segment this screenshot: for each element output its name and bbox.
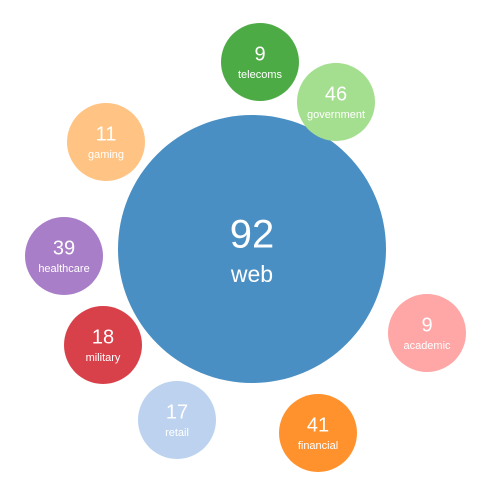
bubble-healthcare: 39 healthcare bbox=[25, 217, 103, 295]
bubble-web: 92 web bbox=[118, 115, 386, 383]
bubble-circle-web bbox=[118, 115, 386, 383]
bubble-value-gaming: 11 bbox=[96, 123, 117, 145]
bubble-value-financial: 41 bbox=[307, 414, 329, 436]
bubble-group: 92 web 9 telecoms 46 government 11 gaming 39 heal… bbox=[25, 23, 466, 472]
bubble-value-government: 46 bbox=[325, 83, 347, 105]
bubble-value-web: 92 bbox=[230, 213, 275, 257]
bubble-circle-academic bbox=[388, 294, 466, 372]
bubble-label-telecoms: telecoms bbox=[238, 69, 283, 81]
bubble-circle-telecoms bbox=[221, 23, 299, 101]
bubble-circle-gaming bbox=[67, 103, 145, 181]
bubble-label-gaming: gaming bbox=[88, 149, 124, 161]
bubble-financial: 41 financial bbox=[279, 394, 357, 472]
bubble-circle-military bbox=[64, 306, 142, 384]
bubble-label-academic: academic bbox=[403, 340, 451, 352]
bubble-gaming: 11 gaming bbox=[67, 103, 145, 181]
bubble-circle-government bbox=[297, 63, 375, 141]
bubble-label-military: military bbox=[86, 352, 121, 364]
bubble-academic: 9 academic bbox=[388, 294, 466, 372]
bubble-label-government: government bbox=[307, 109, 365, 121]
bubble-value-retail: 17 bbox=[166, 401, 188, 423]
bubble-telecoms: 9 telecoms bbox=[221, 23, 299, 101]
bubble-value-academic: 9 bbox=[421, 314, 432, 336]
bubble-circle-healthcare bbox=[25, 217, 103, 295]
bubble-circle-retail bbox=[138, 381, 216, 459]
bubble-military: 18 military bbox=[64, 306, 142, 384]
bubble-circle-financial bbox=[279, 394, 357, 472]
bubble-value-telecoms: 9 bbox=[254, 43, 265, 65]
bubble-government: 46 government bbox=[297, 63, 375, 141]
bubble-label-financial: financial bbox=[298, 440, 338, 452]
bubble-label-web: web bbox=[230, 261, 273, 287]
bubble-retail: 17 retail bbox=[138, 381, 216, 459]
bubble-label-healthcare: healthcare bbox=[38, 263, 89, 275]
bubble-value-healthcare: 39 bbox=[53, 237, 75, 259]
bubble-value-military: 18 bbox=[92, 326, 114, 348]
bubble-label-retail: retail bbox=[165, 427, 189, 439]
